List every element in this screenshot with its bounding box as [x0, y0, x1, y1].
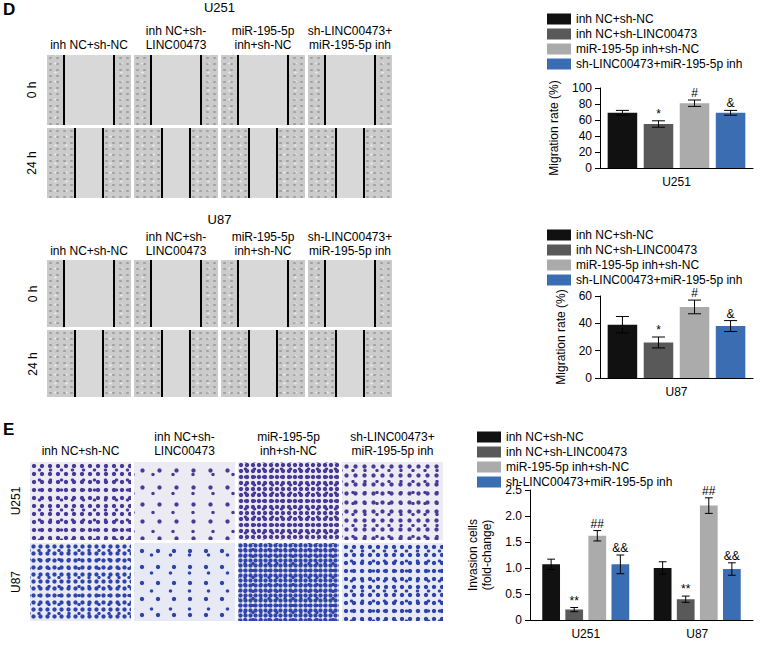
svg-text:**: ** — [570, 594, 580, 608]
svg-text:0: 0 — [585, 371, 592, 385]
svg-text:##: ## — [702, 484, 716, 498]
html-text:U251: U251 — [9, 486, 23, 516]
svg-text:U251: U251 — [662, 175, 691, 189]
svg-text:&: & — [727, 307, 735, 321]
svg-text:miR-195-5p inh+sh-NC: miR-195-5p inh+sh-NC — [576, 258, 699, 272]
svg-text:60: 60 — [579, 113, 593, 127]
svg-text:inh NC+sh-NC: inh NC+sh-NC — [576, 12, 654, 26]
html-text:24 h: 24 h — [25, 351, 39, 376]
html-text:LINC00473: LINC00473 — [145, 244, 207, 258]
svg-text:&&: && — [612, 541, 628, 555]
html-text:sh-LINC00473+: sh-LINC00473+ — [350, 430, 435, 444]
html-text:U87: U87 — [207, 212, 232, 227]
svg-text:60: 60 — [579, 289, 593, 303]
svg-text:inh NC+sh-LINC00473: inh NC+sh-LINC00473 — [576, 243, 697, 257]
svg-text:(fold-change): (fold-change) — [480, 520, 494, 591]
svg-text:80: 80 — [579, 97, 593, 111]
html-text:inh NC+sh-: inh NC+sh- — [145, 230, 207, 244]
html-text:miR-195-5p: miR-195-5p — [257, 430, 320, 444]
svg-text:sh-LINC00473+miR-195-5p inh: sh-LINC00473+miR-195-5p inh — [506, 475, 672, 489]
svg-text:*: * — [656, 107, 661, 121]
html-text:D: D — [3, 0, 16, 19]
svg-text:inh NC+sh-NC: inh NC+sh-NC — [506, 430, 584, 444]
html-text:E: E — [3, 420, 15, 439]
html-text:inh+sh-NC: inh+sh-NC — [234, 244, 292, 258]
html-text:LINC00473: LINC00473 — [145, 38, 207, 52]
svg-text:miR-195-5p inh+sh-NC: miR-195-5p inh+sh-NC — [506, 460, 629, 474]
html-text:inh+sh-NC: inh+sh-NC — [234, 38, 292, 52]
svg-text:sh-LINC00473+miR-195-5p inh: sh-LINC00473+miR-195-5p inh — [576, 273, 742, 287]
svg-text:U87: U87 — [665, 385, 687, 399]
svg-text:Invasion cells: Invasion cells — [466, 519, 480, 591]
html-text:inh NC+sh-: inh NC+sh- — [145, 24, 207, 38]
svg-text:1.0: 1.0 — [505, 561, 522, 575]
svg-text:1.5: 1.5 — [505, 535, 522, 549]
svg-text:sh-LINC00473+miR-195-5p inh: sh-LINC00473+miR-195-5p inh — [576, 57, 742, 71]
svg-text:&: & — [727, 96, 735, 110]
svg-text:20: 20 — [579, 145, 593, 159]
html-text:inh NC+sh-NC: inh NC+sh-NC — [50, 38, 128, 52]
svg-text:U251: U251 — [571, 627, 600, 641]
html-text:miR-195-5p inh: miR-195-5p inh — [309, 38, 391, 52]
svg-text:#: # — [691, 86, 698, 100]
html-text:sh-LINC00473+: sh-LINC00473+ — [307, 24, 393, 38]
svg-text:##: ## — [591, 517, 605, 531]
html-text:miR-195-5p: miR-195-5p — [231, 230, 295, 244]
html-text:U87: U87 — [9, 571, 23, 593]
html-text:LINC00473: LINC00473 — [154, 444, 215, 458]
svg-text:40: 40 — [579, 129, 593, 143]
html-text:miR-195-5p inh: miR-195-5p inh — [309, 244, 391, 258]
svg-text:inh NC+sh-LINC00473: inh NC+sh-LINC00473 — [576, 27, 697, 41]
html-text:miR-195-5p inh: miR-195-5p inh — [351, 444, 434, 458]
svg-text:0.5: 0.5 — [505, 587, 522, 601]
svg-text:2.0: 2.0 — [505, 509, 522, 523]
html-text:inh+sh-NC: inh+sh-NC — [260, 444, 317, 458]
svg-text:2.5: 2.5 — [505, 483, 522, 497]
svg-text:0: 0 — [515, 613, 522, 627]
svg-text:**: ** — [681, 582, 691, 596]
svg-text:U87: U87 — [686, 627, 708, 641]
html-text:0 h: 0 h — [25, 285, 39, 302]
svg-text:#: # — [691, 286, 698, 300]
html-text:miR-195-5p: miR-195-5p — [231, 24, 295, 38]
html-text:inh NC+sh-: inh NC+sh- — [154, 430, 215, 444]
svg-text:Migration rate (%): Migration rate (%) — [547, 80, 561, 175]
svg-text:*: * — [656, 323, 661, 337]
svg-text:inh NC+sh-NC: inh NC+sh-NC — [576, 228, 654, 242]
svg-text:miR-195-5p inh+sh-NC: miR-195-5p inh+sh-NC — [576, 42, 699, 56]
svg-text:inh NC+sh-LINC00473: inh NC+sh-LINC00473 — [506, 445, 627, 459]
svg-text:20: 20 — [579, 344, 593, 358]
svg-text:40: 40 — [579, 316, 593, 330]
html-text:inh NC+sh-NC: inh NC+sh-NC — [50, 244, 128, 258]
svg-text:Migration rate (%): Migration rate (%) — [554, 289, 568, 384]
svg-text:&&: && — [724, 549, 740, 563]
svg-text:0: 0 — [585, 161, 592, 175]
html-text:inh NC+sh-NC: inh NC+sh-NC — [41, 444, 120, 458]
html-text:0 h: 0 h — [25, 81, 39, 99]
html-text:U251: U251 — [204, 0, 235, 15]
html-text:sh-LINC00473+: sh-LINC00473+ — [307, 230, 393, 244]
html-text:24 h: 24 h — [25, 151, 39, 175]
svg-text:100: 100 — [572, 81, 592, 95]
